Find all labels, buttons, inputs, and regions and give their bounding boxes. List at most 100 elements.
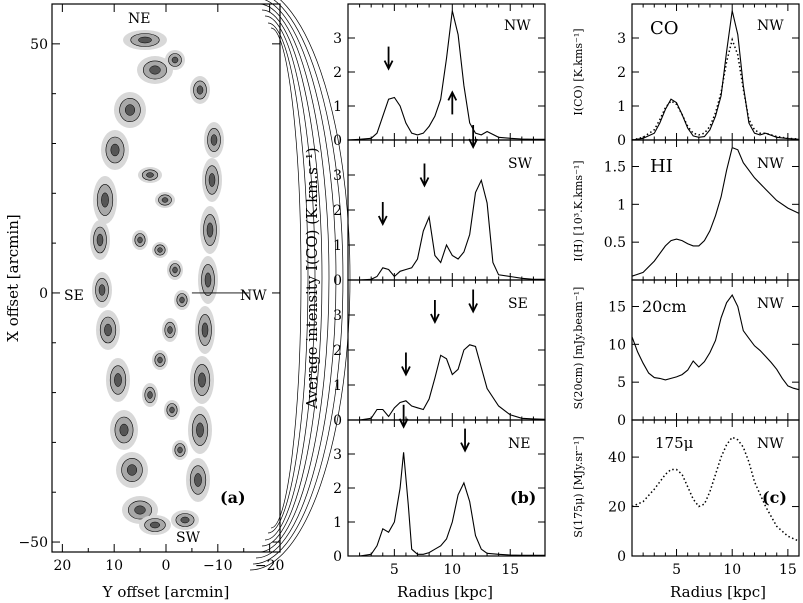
series-line [631, 10, 800, 141]
panel-c-label: (c) [762, 488, 787, 507]
arrow-head [468, 303, 478, 314]
orbit-curve [264, 15, 316, 541]
emission-peak [134, 505, 146, 515]
series-line [348, 344, 546, 421]
series-line [631, 146, 800, 277]
dotted-series-line [631, 37, 800, 141]
y-tick-label: 1 [617, 197, 626, 213]
y-tick-label-a: −50 [18, 535, 48, 551]
y-tick-label: 1 [333, 238, 342, 254]
series-line [348, 452, 545, 557]
subplot-c-co-label: NW [757, 18, 784, 34]
arrow-head [419, 177, 430, 188]
y-tick-label: 10 [608, 337, 626, 353]
arrow-head [377, 215, 388, 227]
y-tick-label: 2 [617, 65, 626, 81]
y-tick-label: 2 [333, 65, 342, 81]
panel-a-label: (a) [220, 488, 246, 507]
y-axis-label-c-co: I(CO) [K.kms⁻¹] [572, 28, 585, 115]
emission-peak [157, 356, 163, 364]
subplot-c-175: 5 10 15 0 20 40 [608, 419, 800, 578]
y-tick-label: 15 [608, 299, 626, 315]
emission-peak [126, 464, 138, 476]
y-tick-label-a: 50 [30, 37, 48, 53]
arrow-head [447, 90, 458, 101]
emission-peak [161, 197, 169, 203]
orbit-curve [261, 9, 323, 547]
orbit-curve [249, 0, 351, 571]
subplot-b-ne: 5 10 15 0 1 2 3 [333, 404, 546, 578]
subplot-b-se: 0 1 2 3 [333, 279, 546, 429]
emission-peak [114, 373, 122, 387]
emission-peak [169, 406, 175, 414]
arrow-head [398, 418, 409, 429]
y-tick-label: 3 [333, 447, 342, 463]
y-axis-label-b: Average intensity I(CO) (K.km.s⁻¹) [303, 147, 321, 409]
annotation-ne: NE [128, 11, 150, 27]
y-tick-label: 0.5 [604, 235, 626, 251]
emission-peak [157, 247, 163, 253]
y-tick-label: 0 [333, 549, 342, 565]
y-tick-label: 0 [617, 549, 626, 565]
subplot-frame [631, 419, 800, 557]
emission-peak [167, 326, 173, 334]
arrow-head [460, 442, 470, 453]
x-tick-label-a: 10 [105, 558, 123, 574]
subplot-c-20cm-title: 20cm [642, 297, 687, 316]
subplot-b-ne-label: NE [508, 436, 530, 452]
x-tick-label-a: −20 [255, 558, 285, 574]
emission-peak [172, 266, 178, 274]
y-tick-label-a: 0 [39, 286, 48, 302]
panel-a-frame [51, 3, 281, 553]
emission-peak [196, 85, 204, 95]
annotation-se: SE [64, 288, 84, 304]
x-axis-label-b: Radius [kpc] [397, 583, 493, 601]
emission-peak [208, 173, 216, 187]
y-tick-label: 1 [333, 515, 342, 531]
emission-peak [210, 134, 218, 146]
y-tick-label: 0 [617, 413, 626, 429]
orbit-curve [267, 22, 309, 534]
emission-peak [179, 296, 185, 304]
x-tick-label: 5 [390, 562, 399, 578]
emission-peak [124, 104, 136, 116]
y-tick-label: 2 [333, 203, 342, 219]
emission-peak [147, 391, 153, 399]
emission-peak [119, 423, 129, 437]
y-tick-label: 1 [333, 99, 342, 115]
subplot-c-175-label: NW [757, 436, 784, 452]
subplot-b-sw-label: SW [508, 156, 533, 172]
emission-peak [104, 323, 112, 337]
emission-peak [177, 446, 183, 454]
emission-peak [101, 192, 109, 208]
arrow-head [430, 313, 440, 325]
y-tick-label: 5 [617, 375, 626, 391]
x-tick-label: 15 [779, 562, 797, 578]
x-tick-label-a: 20 [53, 558, 71, 574]
emission-peak [138, 36, 152, 44]
emission-peak [196, 422, 204, 438]
y-tick-label: 20 [608, 500, 626, 516]
x-axis-label-a: Y offset [arcmin] [102, 583, 230, 601]
arrow-head [401, 366, 411, 377]
emission-peak [194, 473, 202, 487]
x-tick-label: 5 [672, 562, 681, 578]
subplot-c-hi-label: NW [757, 156, 784, 172]
arrow-head [468, 138, 478, 150]
y-tick-label: 2 [333, 481, 342, 497]
emission-peak [206, 222, 214, 238]
orbit-curve [252, 0, 344, 565]
contour-map [90, 0, 351, 571]
emission-peak [198, 372, 206, 388]
y-tick-label: 1 [333, 378, 342, 394]
panel-b: 0 1 2 3 0 1 2 3 0 1 2 3 5 10 15 0 1 2 3 NW SW SE NE (b)… [303, 3, 546, 601]
subplot-b-sw: 0 1 2 3 [333, 125, 546, 289]
subplot-c-175-title: 175μ [655, 434, 694, 452]
subplot-c-20cm: 0 5 10 15 [608, 279, 800, 429]
y-tick-label: 3 [333, 308, 342, 324]
emission-peak [149, 65, 161, 75]
y-tick-label: 1.5 [604, 159, 626, 175]
emission-peak [149, 521, 161, 529]
